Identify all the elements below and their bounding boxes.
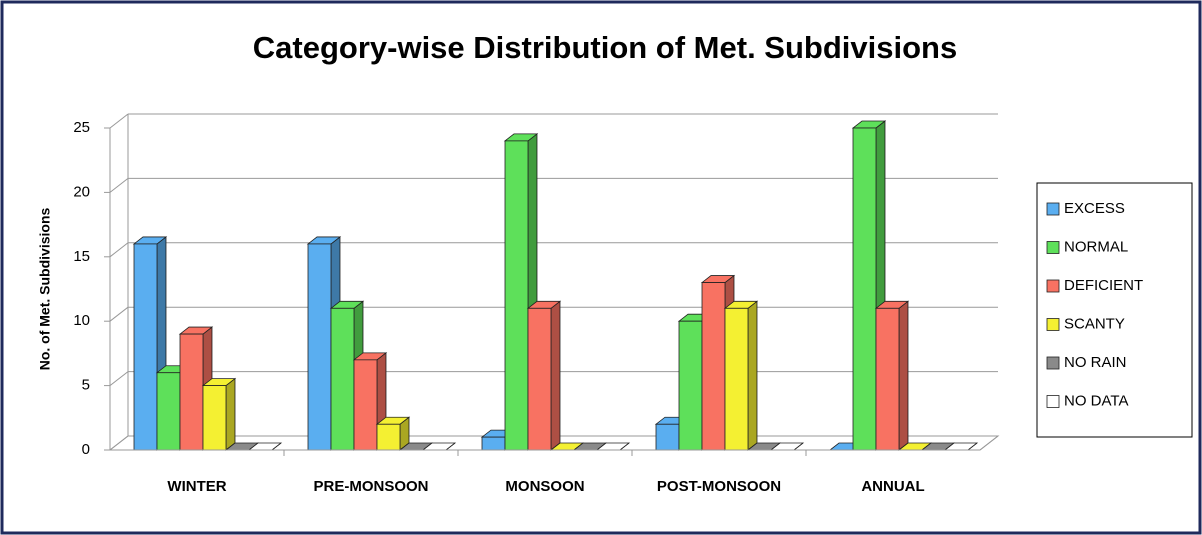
grid-line — [109, 435, 129, 451]
bar-side-shade — [400, 417, 409, 450]
legend-swatch — [1046, 202, 1060, 216]
bar-front — [307, 243, 332, 451]
bar-side-shade — [551, 301, 560, 450]
bar-front — [678, 320, 703, 451]
y-tick-label: 20 — [73, 183, 90, 200]
grid-line — [109, 113, 129, 129]
bar-front — [353, 359, 378, 451]
bar — [201, 377, 237, 451]
bar-side-shade — [748, 301, 757, 450]
bar-front — [376, 423, 401, 451]
bar-side-shade — [226, 378, 235, 450]
grid-line — [109, 306, 129, 322]
x-tick-label: PRE-MONSOON — [313, 478, 428, 495]
legend-swatch — [1046, 318, 1060, 331]
bar-front — [527, 307, 552, 451]
legend-swatch — [1046, 241, 1060, 254]
y-tick-label: 10 — [73, 312, 90, 329]
x-tick-label: POST-MONSOON — [657, 478, 781, 495]
bar-front — [133, 243, 158, 451]
x-tick-label: WINTER — [167, 478, 226, 495]
bar — [375, 416, 411, 451]
bar-front — [202, 385, 227, 451]
legend-label: DEFICIENT — [1064, 277, 1143, 294]
legend-label: NO RAIN — [1064, 354, 1127, 371]
bar-front — [504, 140, 529, 451]
legend-swatch — [1046, 279, 1060, 293]
legend-label: NORMAL — [1064, 238, 1128, 255]
bar — [526, 300, 562, 451]
bar-front — [701, 282, 726, 451]
legend-box — [1036, 182, 1193, 438]
chart-title: Category-wise Distribution of Met. Subdi… — [253, 30, 957, 65]
bar-front — [655, 423, 680, 451]
bar-front — [852, 127, 877, 451]
x-tick-label: MONSOON — [505, 478, 584, 495]
grid-line — [109, 178, 129, 193]
bar-front — [724, 307, 749, 451]
bar-front — [481, 436, 506, 451]
x-tick-label: ANNUAL — [861, 478, 924, 495]
legend-swatch — [1046, 356, 1060, 370]
grid-line — [109, 242, 129, 258]
bar — [421, 442, 457, 451]
bar-side-shade — [899, 301, 908, 450]
y-axis-label: No. of Met. Subdivisions — [37, 208, 53, 371]
y-tick-label: 15 — [73, 248, 90, 265]
y-tick-label: 0 — [82, 441, 90, 458]
legend-label: NO DATA — [1064, 392, 1128, 409]
bar — [723, 300, 759, 451]
bar — [874, 300, 910, 451]
legend-label: SCANTY — [1064, 315, 1125, 332]
y-tick-label: 5 — [82, 377, 90, 394]
bar-front — [875, 307, 900, 451]
bar-front — [156, 372, 181, 451]
grid-line — [109, 371, 129, 386]
legend-label: EXCESS — [1064, 200, 1125, 217]
legend-swatch — [1046, 395, 1060, 408]
bar-front — [179, 333, 204, 451]
bar-front — [330, 307, 355, 451]
bar — [769, 442, 805, 451]
x-axis-end — [979, 435, 999, 451]
y-tick-label: 25 — [73, 119, 90, 136]
